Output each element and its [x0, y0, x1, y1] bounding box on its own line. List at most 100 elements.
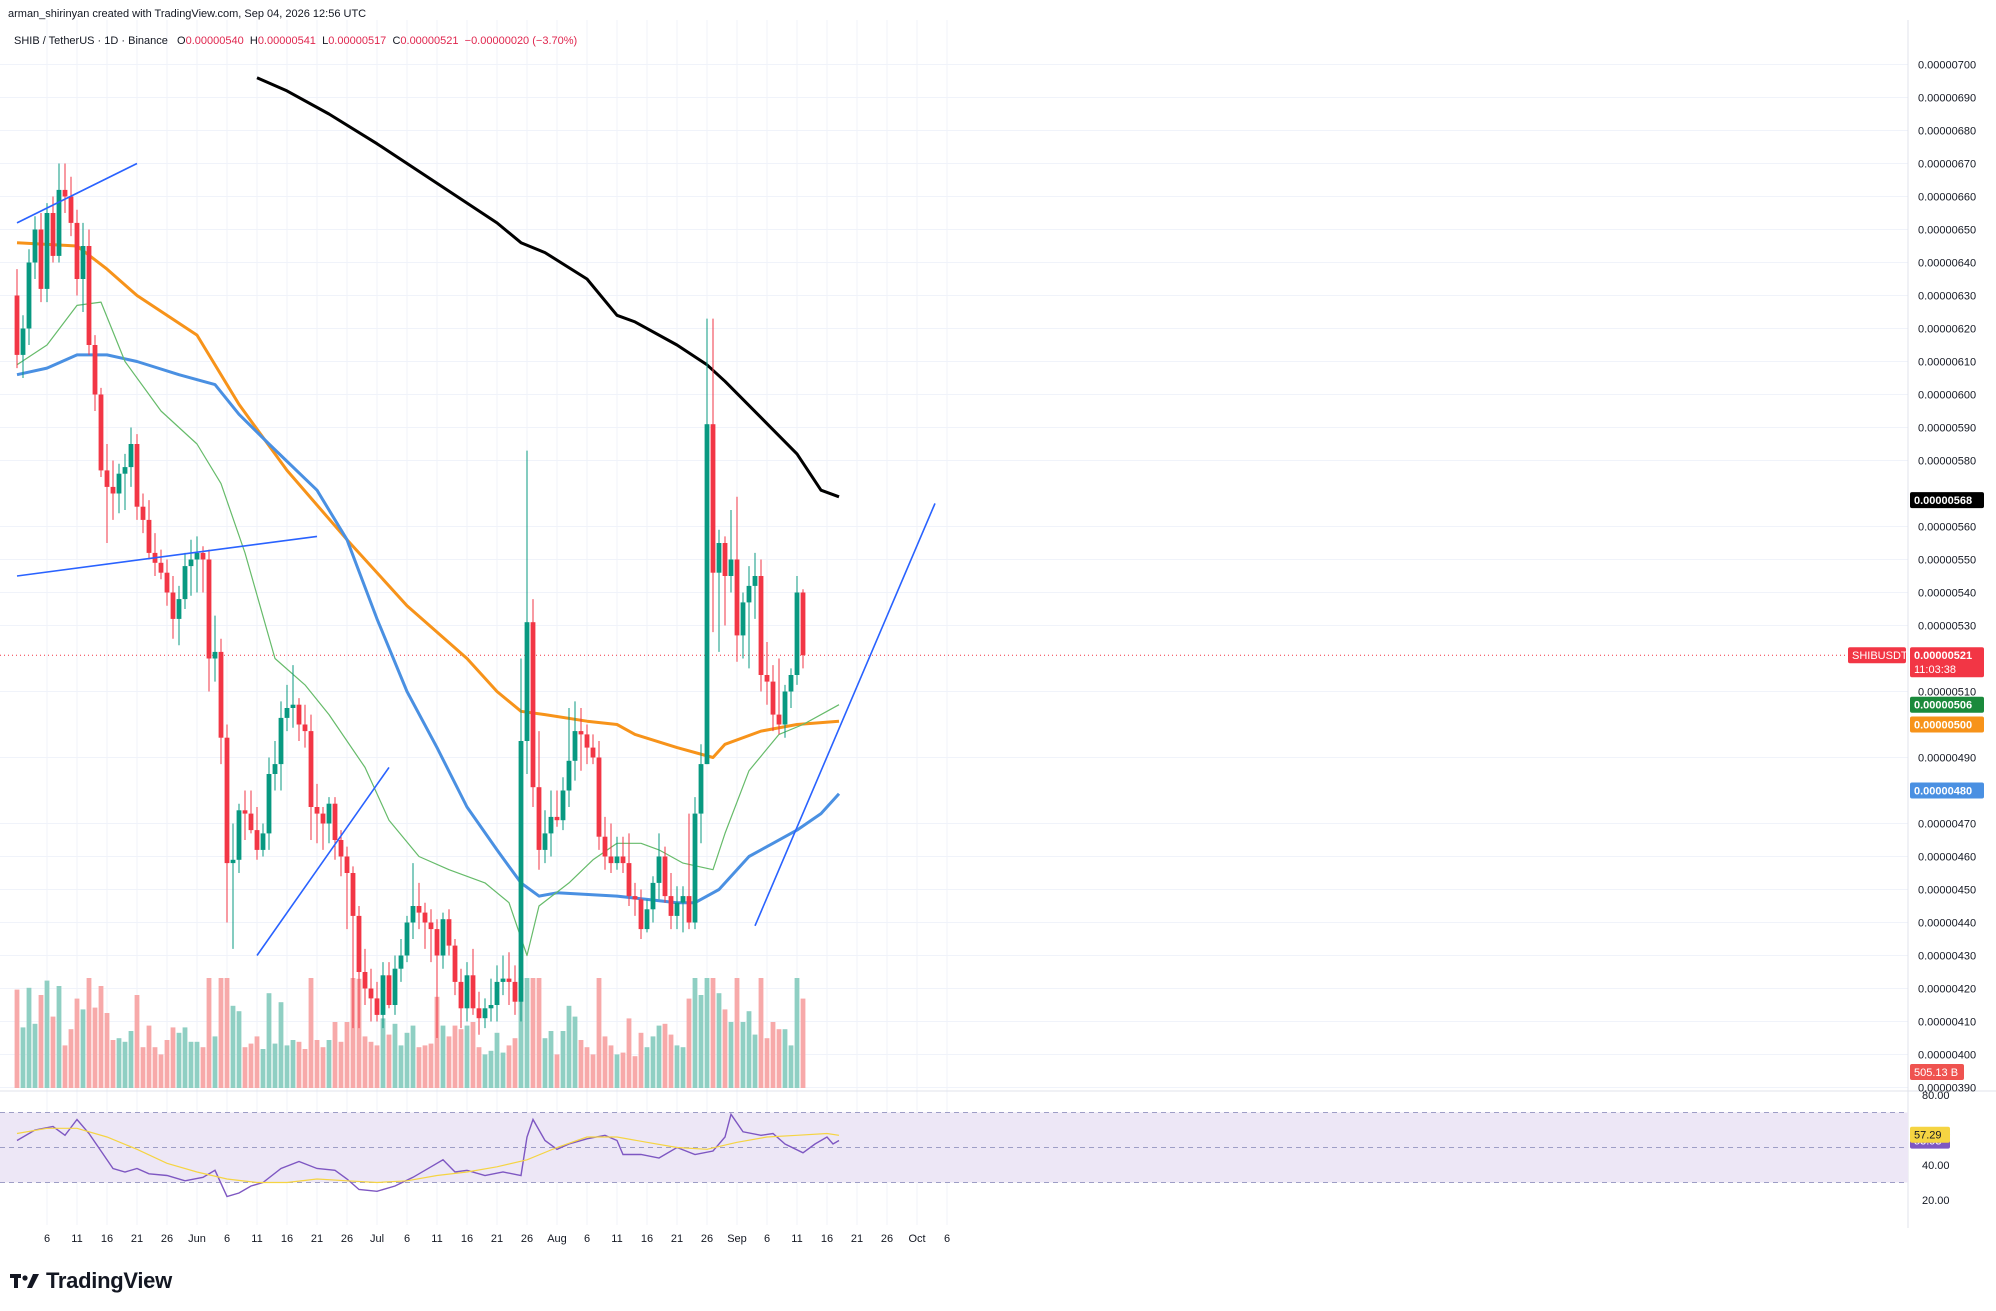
volume-bar — [86, 978, 92, 1088]
volume-bar — [494, 1032, 500, 1088]
low-value: 0.00000517 — [328, 35, 387, 47]
candle — [428, 909, 434, 963]
volume-bar — [44, 980, 50, 1088]
candle — [434, 919, 440, 1038]
candle — [254, 807, 260, 860]
time-tick-label: 6 — [944, 1233, 950, 1245]
time-tick-label: 26 — [341, 1233, 353, 1245]
candle-body — [620, 856, 626, 864]
candle — [290, 665, 296, 728]
time-tick-label: 26 — [701, 1233, 713, 1245]
volume-bar — [368, 1041, 374, 1088]
volume-bar — [404, 1032, 410, 1088]
candle — [242, 790, 248, 840]
price-tick-label: 0.00000670 — [1918, 159, 1976, 171]
volume-bar — [392, 1023, 398, 1088]
time-tick-label: 21 — [491, 1233, 503, 1245]
time-tick-label: 6 — [224, 1233, 230, 1245]
candle — [590, 734, 596, 765]
volume-bar — [74, 998, 80, 1088]
volume-bar — [122, 1041, 128, 1088]
volume-bar — [710, 978, 716, 1088]
volume-bar — [314, 1040, 320, 1088]
trendlines[interactable] — [16, 162, 936, 956]
candle-body — [44, 213, 50, 289]
volume-bar — [500, 1052, 506, 1088]
symbol-title[interactable]: SHIB / TetherUS · 1D · Binance — [14, 35, 168, 47]
volume-bar — [38, 995, 44, 1088]
volume-bar — [704, 978, 710, 1088]
time-tick-label: 11 — [251, 1233, 262, 1245]
volume-bar — [386, 1034, 392, 1088]
volume-bar — [146, 1025, 152, 1088]
candle-body — [212, 651, 218, 659]
candle-body — [362, 972, 368, 989]
candle-body — [596, 757, 602, 837]
candle-body — [584, 734, 590, 748]
price-tick-label: 0.00000680 — [1918, 126, 1976, 138]
volume-bar — [458, 1029, 464, 1088]
volume-bar — [734, 978, 740, 1088]
candle — [770, 665, 776, 732]
candle — [710, 318, 716, 633]
candle — [722, 536, 728, 626]
candle-body — [632, 896, 638, 900]
candle — [470, 948, 476, 1015]
volume-bar — [104, 1013, 110, 1088]
candle-body — [68, 196, 74, 223]
candle-body — [524, 622, 530, 741]
price-tick-label: 0.00000590 — [1918, 423, 1976, 435]
candle — [86, 229, 92, 355]
candle — [542, 810, 548, 864]
volume-bar — [362, 1036, 368, 1088]
candle — [458, 968, 464, 1029]
candle — [230, 823, 236, 949]
volume-bar — [296, 1041, 302, 1088]
price-tick-label: 0.00000660 — [1918, 192, 1976, 204]
time-axis[interactable]: 6 11 16 21 26 Jun 6 11 16 21 26 Jul 6 11 16 21 26 Aug 6 11 1… — [44, 1233, 950, 1245]
volume-bar — [290, 1040, 296, 1088]
volume-bar — [686, 998, 692, 1088]
candle — [344, 846, 350, 930]
tradingview-logo[interactable]: TradingView — [10, 1268, 172, 1294]
candle — [272, 741, 278, 791]
volume-bar — [170, 1027, 176, 1088]
candle — [320, 807, 326, 850]
candle-body — [440, 919, 446, 956]
volume-bar — [188, 1041, 194, 1088]
candle — [236, 803, 242, 873]
candle — [578, 708, 584, 771]
volume-bar — [758, 978, 764, 1088]
candle-body — [380, 975, 386, 1015]
candle-body — [272, 764, 278, 774]
candle — [704, 318, 710, 765]
candle-body — [356, 915, 362, 972]
candlestick-series[interactable] — [14, 163, 806, 1039]
candle — [620, 836, 626, 873]
candle — [680, 886, 686, 933]
volume-bar — [140, 1047, 146, 1088]
candle-body — [260, 833, 266, 850]
candle-body — [680, 896, 686, 903]
price-tick-label: 0.00000400 — [1918, 1050, 1976, 1062]
volume-bar — [350, 978, 356, 1088]
candle — [368, 968, 374, 1022]
candle-body — [176, 599, 182, 619]
candle-body — [764, 675, 770, 682]
candle-body — [698, 764, 704, 814]
volume-tag-bg — [1910, 1064, 1964, 1080]
volume-bar — [662, 1023, 668, 1088]
volume-bar — [206, 978, 212, 1088]
candle-body — [122, 467, 128, 474]
candle-body — [266, 774, 272, 834]
candle — [200, 546, 206, 593]
candle-body — [446, 919, 452, 946]
price-axis[interactable]: 0.00000700 0.00000690 0.00000680 0.00000670… — [1918, 60, 1976, 1208]
candle — [728, 510, 734, 593]
candle — [278, 701, 284, 791]
volume-bar — [374, 1045, 380, 1088]
candle — [26, 249, 32, 345]
candle-body — [710, 424, 716, 573]
candle — [518, 658, 524, 1022]
